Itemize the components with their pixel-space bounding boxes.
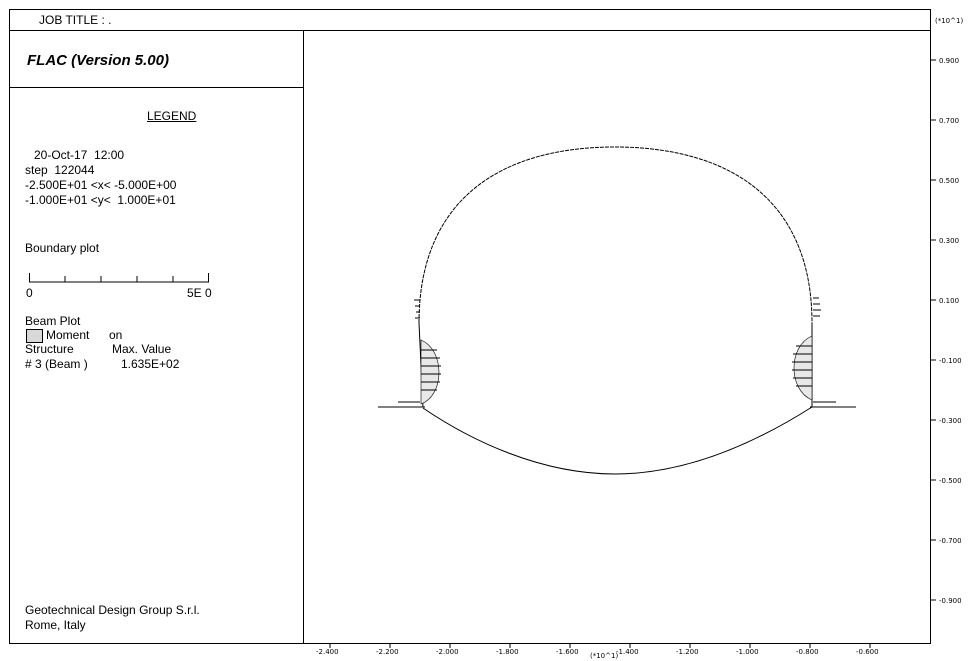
y-tick-label: 0.700 [939,117,959,125]
moment-diagram-right-lower [793,335,813,401]
plot-frame [9,9,931,644]
legend-panel: FLAC (Version 5.00) LEGEND 20-Oct-17 12:… [9,31,304,644]
moment-hatch-left [398,349,441,403]
x-axis-ticks: -2.400 -2.200 -2.000 -1.800 -1.600 -1.40… [316,644,879,656]
moment-diagram-left-lower [420,339,440,405]
title-divider [9,87,303,88]
y-tick-label: 0.500 [939,177,959,185]
x-range: -2.500E+01 <x< -5.000E+00 [25,178,177,192]
moment-diagram-left-upper [414,299,420,319]
scale-bar [29,273,209,283]
x-tick-label: -2.200 [376,648,399,656]
crown-arch [418,146,813,324]
y-tick-label: -0.100 [939,357,962,365]
invert-arch [422,406,813,475]
moment-hatch-right [792,345,836,403]
x-tick-label: -0.800 [796,648,819,656]
x-multiplier: (*10^1) [590,652,618,660]
y-tick-label: -0.500 [939,477,962,485]
moment-label: Moment [46,328,90,342]
y-range: -1.000E+01 <y< 1.000E+01 [25,193,176,207]
moment-diagram-right-upper [813,297,821,317]
footer-company: Geotechnical Design Group S.r.l. [25,603,200,617]
max-value-header: Max. Value [112,342,172,356]
structure-name: # 3 (Beam ) [25,357,88,371]
structure-value: 1.635E+02 [121,357,180,371]
scale-max-label: 5E 0 [187,286,212,300]
x-tick-label: -2.000 [436,648,459,656]
x-tick-label: -1.600 [556,648,579,656]
y-tick-label: -0.900 [939,597,962,605]
title-bar: JOB TITLE : . [9,9,931,31]
moment-swatch [26,329,43,343]
step-count: step 122044 [25,163,95,177]
x-tick-label: -2.400 [316,648,339,656]
structure-header: Structure [25,342,74,356]
y-tick-label: 0.300 [939,237,959,245]
scale-min-label: 0 [26,286,33,300]
moment-state: on [109,328,123,342]
job-title: JOB TITLE : . [39,13,112,27]
y-tick-label: -0.300 [939,417,962,425]
x-tick-label: -1.400 [616,648,639,656]
y-multiplier: (*10^1) [935,17,963,25]
beam-plot-label: Beam Plot [25,314,81,328]
x-tick-label: -0.600 [856,648,879,656]
y-tick-label: -0.700 [939,537,962,545]
boundary-plot-label: Boundary plot [25,241,100,255]
footer-location: Rome, Italy [25,618,86,632]
y-tick-label: 0.900 [939,57,959,65]
y-tick-label: 0.100 [939,297,959,305]
program-title: FLAC (Version 5.00) [27,52,169,69]
x-tick-label: -1.000 [736,648,759,656]
date-time: 20-Oct-17 12:00 [34,148,125,162]
y-axis-ticks: 0.900 0.700 0.500 0.300 0.100 -0.100 -0.… [931,57,962,605]
x-tick-label: -1.800 [496,648,519,656]
legend-heading: LEGEND [147,109,197,123]
x-tick-label: -1.200 [676,648,699,656]
